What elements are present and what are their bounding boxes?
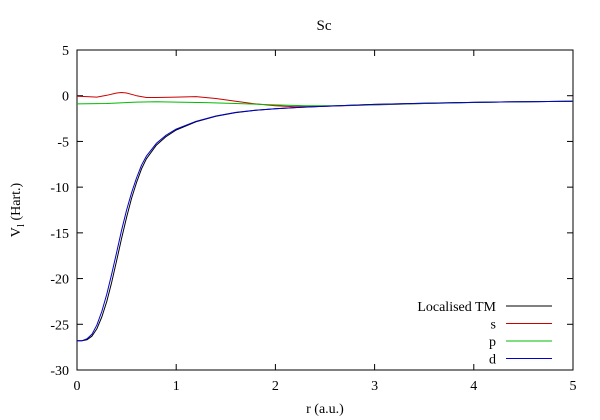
legend-label: p bbox=[489, 335, 496, 350]
y-axis-label-rest: (Hart.) bbox=[9, 182, 24, 224]
x-tick-label: 2 bbox=[272, 379, 279, 394]
x-tick-label: 0 bbox=[74, 379, 81, 394]
svg-text:Vl (Hart.): Vl (Hart.) bbox=[9, 182, 27, 237]
y-tick-label: -25 bbox=[50, 318, 69, 333]
series-line-localised-tm bbox=[77, 100, 574, 342]
y-tick-label: -15 bbox=[50, 227, 69, 242]
plot-area bbox=[76, 49, 574, 371]
x-tick-label: 1 bbox=[173, 379, 180, 394]
y-axis-label: Vl (Hart.) bbox=[9, 182, 27, 237]
x-axis: 0 1 2 3 4 5 bbox=[74, 50, 577, 394]
y-tick-label: -20 bbox=[50, 273, 69, 288]
y-tick-label: 5 bbox=[62, 44, 69, 59]
y-tick-label: -30 bbox=[50, 364, 69, 379]
y-axis-label-subscript: l bbox=[15, 224, 27, 227]
series-line-d bbox=[77, 100, 574, 342]
series-lines bbox=[76, 92, 574, 342]
y-tick-label: -10 bbox=[50, 181, 69, 196]
legend-label: s bbox=[491, 318, 496, 333]
plot-frame bbox=[76, 49, 574, 371]
legend-label: d bbox=[489, 353, 496, 368]
x-tick-label: 3 bbox=[371, 379, 378, 394]
y-axis: 5 0 -5 -10 -15 -20 -25 -30 bbox=[50, 44, 573, 379]
x-tick-label: 5 bbox=[570, 379, 577, 394]
y-tick-label: -5 bbox=[57, 135, 69, 150]
chart-title: Sc bbox=[317, 18, 332, 34]
series-line-s bbox=[76, 92, 574, 108]
legend-label: Localised TM bbox=[417, 300, 496, 315]
x-axis-label: r (a.u.) bbox=[306, 402, 344, 417]
legend: Localised TM spd bbox=[417, 300, 552, 368]
x-tick-label: 4 bbox=[470, 379, 477, 394]
y-axis-label-main: V bbox=[9, 227, 24, 237]
y-tick-label: 0 bbox=[62, 90, 69, 105]
